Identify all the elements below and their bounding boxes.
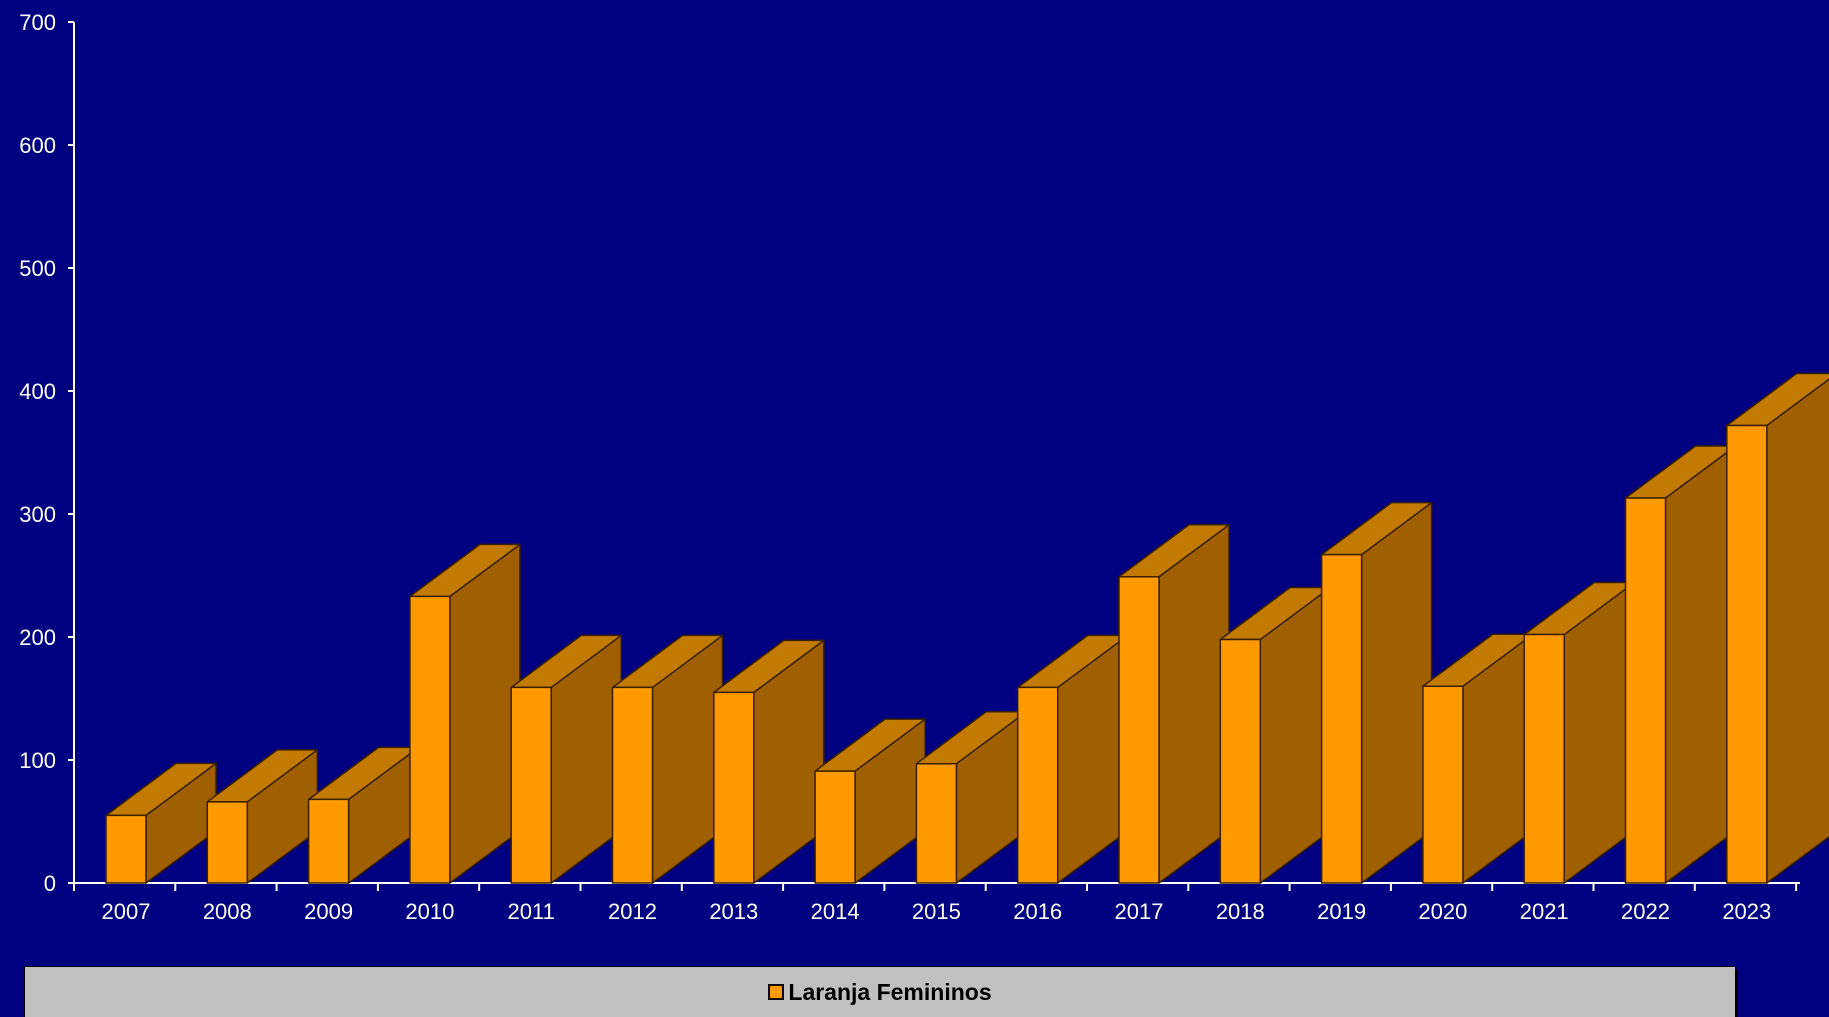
y-tick-label: 400 [19,379,56,404]
y-tick-label: 200 [19,625,56,650]
bar [611,634,724,884]
bar-front [1624,497,1667,884]
bar [1523,581,1635,884]
bar [713,639,825,884]
bar [409,543,521,884]
x-tick-label: 2012 [608,899,657,924]
bar-front [611,686,654,884]
x-tick-label: 2022 [1621,899,1670,924]
legend-swatch [768,983,785,1000]
bar-side [1664,445,1737,884]
x-tick-label: 2016 [1013,899,1062,924]
bar [1219,586,1332,884]
bar [1320,501,1433,884]
bar-side [449,543,521,884]
x-tick-label: 2010 [405,899,454,924]
y-tick-label: 700 [19,10,56,35]
bar-front [510,686,552,884]
bar-front [1118,575,1160,884]
x-tick-label: 2008 [203,899,252,924]
y-tick-label: 100 [19,748,56,773]
bar-front [307,798,350,884]
bar-front [409,595,451,884]
bar [510,634,622,884]
x-tick-label: 2007 [102,899,151,924]
bar-front [1422,685,1464,884]
x-tick-label: 2013 [709,899,758,924]
x-tick-label: 2023 [1722,899,1771,924]
bar [307,746,420,884]
x-tick-label: 2020 [1418,899,1467,924]
bar-front [713,691,755,884]
bar [1726,372,1829,884]
bar-front [206,801,249,884]
bar [1422,633,1534,884]
x-tick-label: 2015 [912,899,961,924]
x-tick-label: 2017 [1115,899,1164,924]
bar-front [1726,424,1768,884]
x-tick-label: 2018 [1216,899,1265,924]
bar [1624,445,1737,884]
bar-front [915,762,958,884]
bar [1016,634,1129,884]
legend-entry: Laranja Femininos [25,979,1735,1006]
bar-front [105,814,147,884]
bar [105,762,217,884]
y-tick-label: 300 [19,502,56,527]
bar [814,718,926,884]
bar-front [1219,638,1262,884]
x-tick-label: 2011 [508,899,555,924]
bar [915,710,1028,884]
bar-side [1158,523,1230,884]
x-tick-label: 2019 [1317,899,1366,924]
bar-front [814,770,856,884]
x-tick-label: 2009 [304,899,353,924]
bar [206,749,319,884]
y-axis: 0 100 200 300 400 500 600 700 [19,10,75,896]
bar-front [1320,553,1363,884]
bar-front [1016,686,1059,884]
legend: Laranja Femininos [24,966,1735,1017]
legend-label: Laranja Femininos [788,979,992,1005]
x-tick-label: 2021 [1520,899,1569,924]
y-tick-label: 0 [44,871,56,896]
bar-front [1523,633,1565,884]
bar-side [1766,378,1829,884]
bars [105,372,1829,884]
bar [1118,523,1230,884]
y-tick-label: 600 [19,133,56,158]
bar-side [1360,501,1433,884]
x-tick-label: 2014 [811,899,860,924]
x-axis: 2007 2008 2009 2010 2011 2012 2013 2014 2015 2016… [73,882,1800,924]
y-tick-label: 500 [19,256,56,281]
